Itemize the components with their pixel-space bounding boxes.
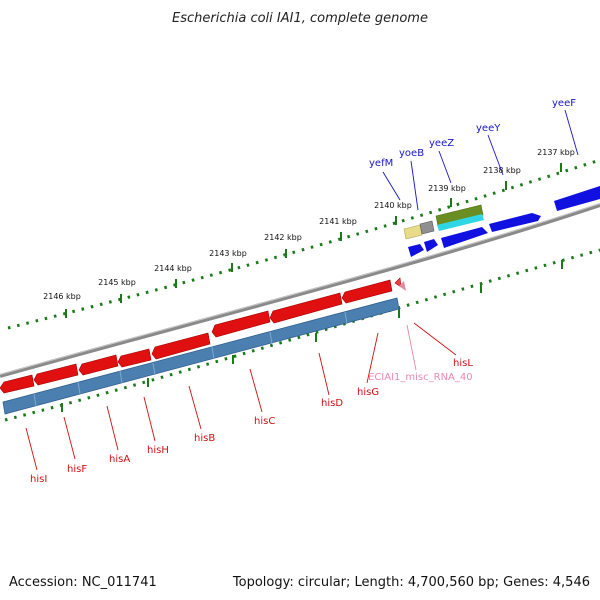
leader-hisA (106, 405, 119, 451)
misc-rna-feature (399, 281, 406, 291)
scale-label: 2139 kbp (428, 184, 466, 193)
gene-band-divider (269, 331, 273, 345)
leader-misc-rna (406, 324, 417, 371)
leader-hisD (318, 352, 330, 396)
cds-reverse-track (0, 277, 402, 394)
scale-label: 2141 kbp (319, 217, 357, 226)
cds-hisC (211, 310, 271, 338)
gene-band-divider (152, 362, 156, 376)
cds-hisF (33, 363, 79, 386)
gene-label-hisG: hisG (357, 387, 379, 398)
forward-features (403, 186, 600, 257)
genome-summary: Topology: circular; Length: 4,700,560 bp… (232, 575, 590, 590)
rna-yeeZ-band (437, 214, 484, 231)
gene-label-yeeF: yeeF (552, 98, 576, 109)
gene-label-yeeY: yeeY (476, 123, 501, 134)
gene-label-yefM: yefM (369, 158, 393, 169)
cds-forward-4 (489, 213, 541, 232)
map-title: Escherichia coli IAI1, complete genome (172, 11, 428, 26)
cds-hisI (0, 374, 35, 394)
cds-yeeZ-band (435, 204, 484, 227)
gene-label-hisI: hisI (30, 474, 47, 485)
leader-hisL (413, 322, 457, 356)
gene-label-hisD: hisD (321, 398, 343, 409)
leader-hisB (188, 385, 202, 430)
leader-yefM (382, 171, 401, 201)
cds-hisL (394, 277, 402, 288)
gene-label-hisB: hisB (194, 433, 215, 444)
gene-band-reverse (2, 297, 400, 415)
leader-yoeB (410, 160, 419, 211)
scale-label: 2145 kbp (98, 278, 136, 287)
genome-backbone (0, 203, 600, 378)
scale-dotted-line (7, 158, 600, 330)
accession-label: Accession: NC_011741 (9, 575, 157, 590)
gene-label-hisA: hisA (109, 454, 130, 465)
cds-hisG (341, 279, 393, 304)
cds-hisD (269, 292, 343, 324)
genome-backbone-highlight (0, 203, 600, 375)
gene-label-yeeZ: yeeZ (429, 138, 454, 149)
scale-label: 2144 kbp (154, 264, 192, 273)
gene-band-divider (211, 346, 215, 360)
gene-band-divider (344, 311, 348, 325)
scale-label: 2143 kbp (209, 249, 247, 258)
leader-yeeF (564, 109, 579, 156)
gene-label-hisF: hisF (67, 464, 87, 475)
leader-yeeY (487, 134, 504, 176)
cds-hisA (78, 354, 119, 376)
cds-forward-3 (441, 227, 488, 248)
leader-hisF (63, 416, 76, 460)
gene-band-divider (33, 393, 37, 407)
scale-label: 2138 kbp (483, 166, 521, 175)
gene-labels: hisI hisF hisA hisH hisB hisC hisD hisG … (30, 98, 576, 485)
gene-label-yoeB: yoeB (399, 148, 424, 159)
cds-yeeF (554, 186, 600, 211)
gene-band-divider (119, 370, 123, 384)
leader-yeeZ (438, 150, 452, 184)
gene-band-divider (77, 381, 81, 395)
gene-label-hisH: hisH (147, 445, 169, 456)
cds-yoeB (419, 220, 435, 235)
gene-label-hisL: hisL (453, 358, 473, 369)
gene-label-hisC: hisC (254, 416, 275, 427)
scale-label: 2142 kbp (264, 233, 302, 242)
gene-leaders (25, 109, 579, 471)
gene-band-dividers (33, 311, 348, 407)
cds-hisB (151, 332, 211, 360)
leader-hisI (25, 427, 38, 471)
scale-track: 2146 kbp 2145 kbp 2144 kbp 2143 kbp 2142… (7, 148, 600, 330)
leader-hisC (249, 368, 263, 413)
cds-hisH (117, 348, 152, 368)
cds-forward-2 (424, 239, 438, 252)
scale-label: 2146 kbp (43, 292, 81, 301)
leader-hisH (143, 396, 156, 442)
gene-label-misc-rna: ECIAI1_misc_RNA_40 (368, 372, 473, 383)
scale-label: 2140 kbp (374, 201, 412, 210)
lower-scale-track (4, 248, 600, 422)
leader-hisG (366, 332, 379, 384)
cds-forward-1 (408, 244, 424, 257)
cds-yefM (403, 224, 423, 240)
scale-label: 2137 kbp (537, 148, 575, 157)
